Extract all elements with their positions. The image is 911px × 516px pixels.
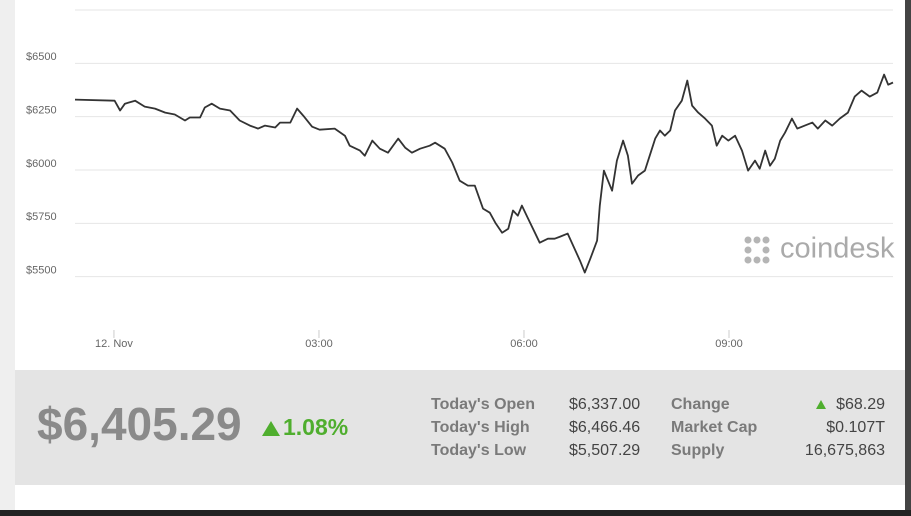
stat-label: Today's Open: [431, 396, 535, 413]
stat-value: $6,337.00: [569, 396, 640, 413]
stat-label: Supply: [671, 442, 724, 459]
stat-value: 16,675,863: [805, 442, 885, 459]
stat-label: Today's Low: [431, 442, 527, 459]
x-tick-label: 09:00: [715, 338, 743, 350]
stat-label: Today's High: [431, 419, 530, 436]
stat-value: $0.107T: [826, 419, 885, 436]
y-tick-label: $6250: [26, 105, 57, 117]
watermark: coindesk: [780, 233, 895, 265]
price-line: [74, 73, 894, 274]
stat-value: $68.29: [836, 396, 885, 413]
right-strip: [905, 0, 911, 516]
change-arrow: [816, 400, 826, 409]
price: $6,405.29: [37, 398, 242, 450]
up-arrow: [262, 421, 280, 436]
x-tick-label: 06:00: [510, 338, 538, 350]
stat-value: $6,466.46: [569, 419, 640, 436]
y-tick-label: $6500: [26, 51, 57, 63]
stat-label: Change: [671, 396, 730, 413]
logo-icon: [744, 236, 770, 264]
y-tick-label: $5500: [26, 265, 57, 277]
y-tick-label: $5750: [26, 211, 57, 223]
x-tick-label: 12. Nov: [95, 338, 133, 350]
x-tick-label: 03:00: [305, 338, 333, 350]
bottom-strip: [0, 510, 911, 516]
change-pct: 1.08%: [283, 414, 348, 440]
left-strip: [0, 0, 15, 516]
stat-value: $5,507.29: [569, 442, 640, 459]
y-tick-label: $6000: [26, 158, 57, 170]
stat-label: Market Cap: [671, 419, 757, 436]
summary-panel: [15, 370, 905, 485]
